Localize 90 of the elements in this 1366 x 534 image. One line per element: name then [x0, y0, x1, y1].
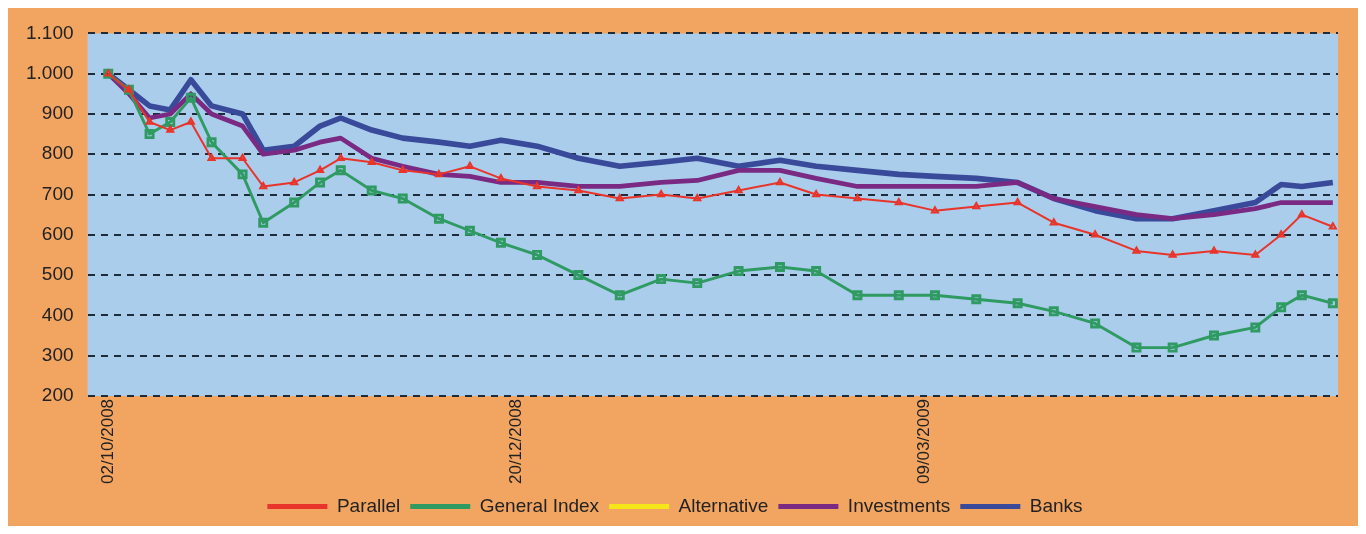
point	[397, 193, 408, 204]
point	[656, 274, 667, 285]
y-tick-label: 500	[41, 263, 74, 285]
point	[812, 190, 821, 198]
legend-label: Investments	[847, 494, 951, 516]
point	[290, 177, 299, 186]
x-tick-label: 09/03/2009	[914, 398, 934, 485]
point	[614, 290, 625, 301]
point	[693, 194, 702, 202]
point	[1013, 198, 1022, 206]
point	[1048, 306, 1059, 317]
point	[145, 117, 154, 125]
point	[206, 137, 217, 148]
point	[533, 181, 542, 190]
y-tick-label: 700	[41, 182, 74, 204]
y-tick-label: 1.100	[26, 21, 74, 43]
point	[465, 161, 474, 170]
point	[434, 169, 443, 178]
point	[894, 198, 903, 206]
y-tick-label: 1.000	[26, 61, 74, 83]
point	[1209, 330, 1219, 341]
point	[1012, 298, 1023, 309]
point	[1131, 342, 1142, 353]
point	[657, 190, 666, 198]
point	[972, 202, 981, 210]
point	[165, 117, 176, 127]
point	[573, 270, 584, 281]
point	[811, 266, 822, 277]
point	[315, 177, 326, 188]
y-tick-label: 400	[41, 303, 74, 325]
legend-label: General Index	[479, 494, 600, 516]
point	[1296, 290, 1307, 301]
point	[1277, 230, 1286, 238]
point	[144, 129, 155, 140]
y-tick-label: 200	[41, 384, 74, 406]
point	[574, 185, 583, 194]
point	[1090, 318, 1101, 329]
y-tick-label: 900	[41, 102, 74, 124]
x-tick-label: 20/12/2008	[506, 398, 526, 485]
x-tick-label: 02/10/2008	[97, 398, 117, 485]
point	[238, 153, 247, 162]
point	[366, 185, 377, 196]
point	[258, 217, 269, 228]
point	[367, 157, 376, 166]
point	[207, 153, 216, 162]
point	[259, 181, 268, 190]
y-tick-label: 300	[41, 343, 74, 365]
point	[1049, 218, 1058, 226]
point	[433, 213, 444, 224]
legend-label: Parallel	[336, 494, 401, 516]
point	[336, 153, 345, 162]
point	[166, 125, 175, 133]
point	[237, 169, 248, 180]
point	[1250, 322, 1261, 333]
point	[775, 177, 784, 186]
point	[1209, 246, 1219, 254]
legend-label: Banks	[1029, 494, 1083, 516]
point	[893, 290, 904, 301]
point	[1328, 222, 1337, 230]
point	[930, 206, 939, 214]
point	[398, 165, 407, 174]
point	[853, 194, 862, 202]
point	[615, 194, 624, 202]
point	[495, 237, 506, 248]
point	[496, 173, 505, 182]
point	[186, 117, 195, 125]
point	[971, 294, 982, 305]
point	[1132, 246, 1141, 254]
point	[734, 185, 743, 194]
point	[464, 225, 475, 236]
point	[1091, 230, 1100, 238]
point	[929, 290, 940, 301]
point	[733, 266, 744, 277]
point	[692, 278, 703, 289]
point	[532, 249, 543, 260]
y-tick-label: 800	[41, 142, 74, 164]
y-tick-label: 600	[41, 223, 74, 245]
point	[1168, 250, 1177, 258]
point	[852, 290, 863, 301]
point	[316, 165, 325, 174]
point	[1167, 342, 1178, 353]
point	[1251, 250, 1260, 258]
point	[1327, 298, 1338, 309]
point	[289, 197, 300, 208]
point	[774, 262, 785, 273]
point	[185, 92, 196, 103]
point	[335, 165, 346, 176]
point	[1297, 210, 1306, 218]
point	[1276, 302, 1287, 313]
legend-label: Alternative	[678, 494, 769, 516]
